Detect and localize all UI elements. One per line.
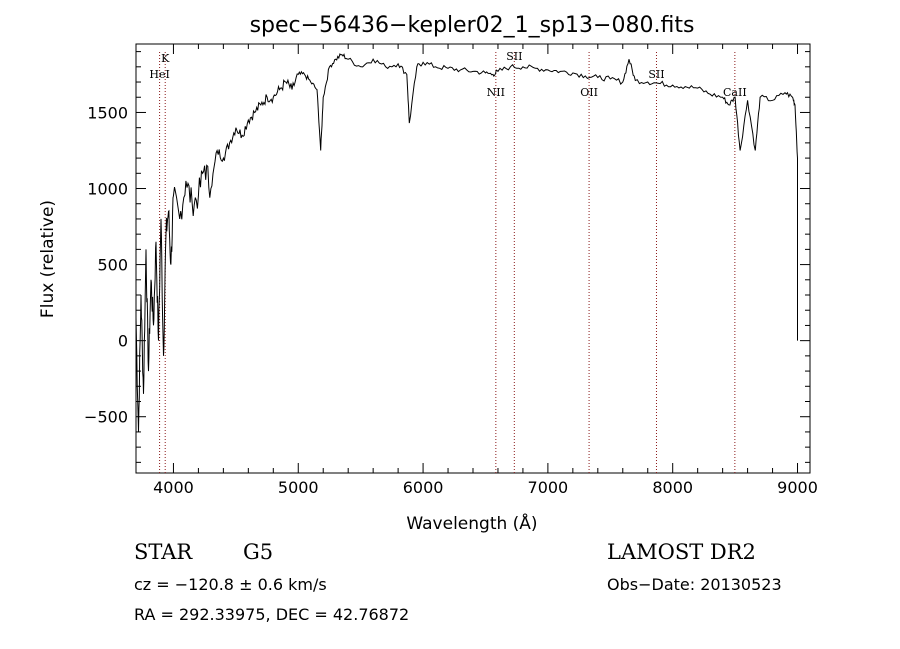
y-axis-label: Flux (relative) [38, 200, 58, 318]
spectral-line-label: K [161, 52, 170, 65]
x-axis-ticks: 4000 5000 6000 7000 8000 9000 [153, 44, 818, 497]
spectral-line-label: HeI [149, 68, 169, 81]
chart-title: spec−56436−kepler02_1_sp13−080.fits [250, 13, 695, 38]
x-axis-label: Wavelength (Å) [406, 512, 537, 534]
object-class: STAR [134, 540, 193, 564]
spectral-line-label: CaII [723, 86, 747, 99]
x-tick-label: 8000 [652, 478, 693, 497]
spectral-line-label: NII [487, 86, 505, 99]
spectral-line-label: OII [580, 86, 598, 99]
spectral-line-label: SII [648, 68, 664, 81]
observation-date: Obs−Date: 20130523 [607, 575, 782, 594]
survey-name: LAMOST DR2 [607, 540, 756, 564]
x-tick-label: 5000 [278, 478, 319, 497]
plot-frame [135, 43, 811, 474]
y-tick-label: 1500 [87, 103, 128, 122]
spectral-line-label: SII [506, 50, 522, 63]
x-tick-label: 6000 [403, 478, 444, 497]
spectrum-line [135, 53, 798, 432]
redshift-velocity: cz = −120.8 ± 0.6 km/s [134, 575, 327, 594]
y-tick-label: 500 [97, 256, 128, 275]
y-axis-ticks: −500 0 500 1000 1500 [84, 51, 810, 463]
x-tick-label: 7000 [528, 478, 569, 497]
plot-border [135, 43, 811, 474]
coordinates: RA = 292.33975, DEC = 42.76872 [134, 605, 409, 624]
x-tick-label: 9000 [777, 478, 818, 497]
y-tick-label: 0 [118, 332, 128, 351]
x-tick-label: 4000 [153, 478, 194, 497]
y-tick-label: 1000 [87, 180, 128, 199]
object-subclass: G5 [243, 540, 273, 564]
y-tick-label: −500 [84, 408, 128, 427]
spectral-line-markers: K HeI NII SII OII SII CaII [149, 50, 747, 473]
